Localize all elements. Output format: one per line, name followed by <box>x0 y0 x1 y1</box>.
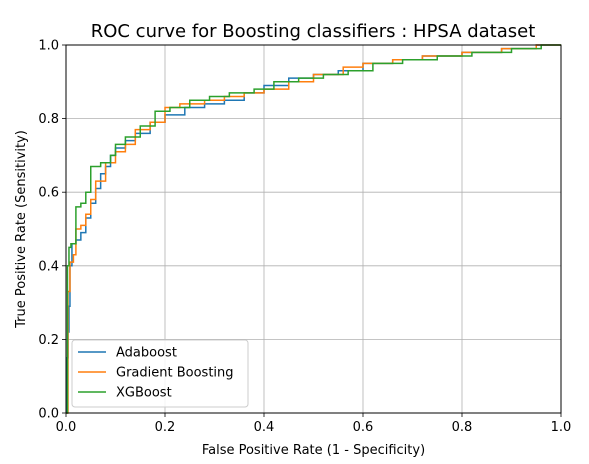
series-line-xgboost <box>66 44 561 414</box>
x-tick-label: 0.8 <box>452 420 473 435</box>
y-tick-label: 1.0 <box>38 39 59 54</box>
legend-box <box>71 339 249 408</box>
legend-label: XGBoost <box>116 386 172 401</box>
x-tick-label: 0.6 <box>353 420 374 435</box>
y-tick-label: 0.8 <box>38 112 59 127</box>
x-tick-label: 0.2 <box>155 420 176 435</box>
chart-title: ROC curve for Boosting classifiers : HPS… <box>91 21 536 42</box>
y-tick-label: 0.2 <box>38 333 59 348</box>
x-axis-ticks: 0.0 0.2 0.4 0.6 0.8 1.0 <box>56 413 572 435</box>
x-tick-label: 1.0 <box>551 420 572 435</box>
x-axis-label: False Positive Rate (1 - Specificity) <box>202 443 425 458</box>
legend-label: Adaboost <box>116 346 177 361</box>
plot-frame <box>65 44 562 414</box>
y-tick-label: 0.6 <box>38 186 59 201</box>
x-tick-label: 0.4 <box>254 420 275 435</box>
x-tick-label: 0.0 <box>56 420 77 435</box>
y-axis-ticks: 0.0 0.2 0.4 0.6 0.8 1.0 <box>38 39 66 422</box>
legend-label: Gradient Boosting <box>116 366 234 381</box>
y-axis-label: True Positive Rate (Sensitivity) <box>14 130 29 329</box>
y-tick-label: 0.4 <box>38 259 59 274</box>
series-layer <box>66 44 561 414</box>
legend: Adaboost Gradient Boosting XGBoost <box>71 339 249 408</box>
y-tick-label: 0.0 <box>38 407 59 422</box>
